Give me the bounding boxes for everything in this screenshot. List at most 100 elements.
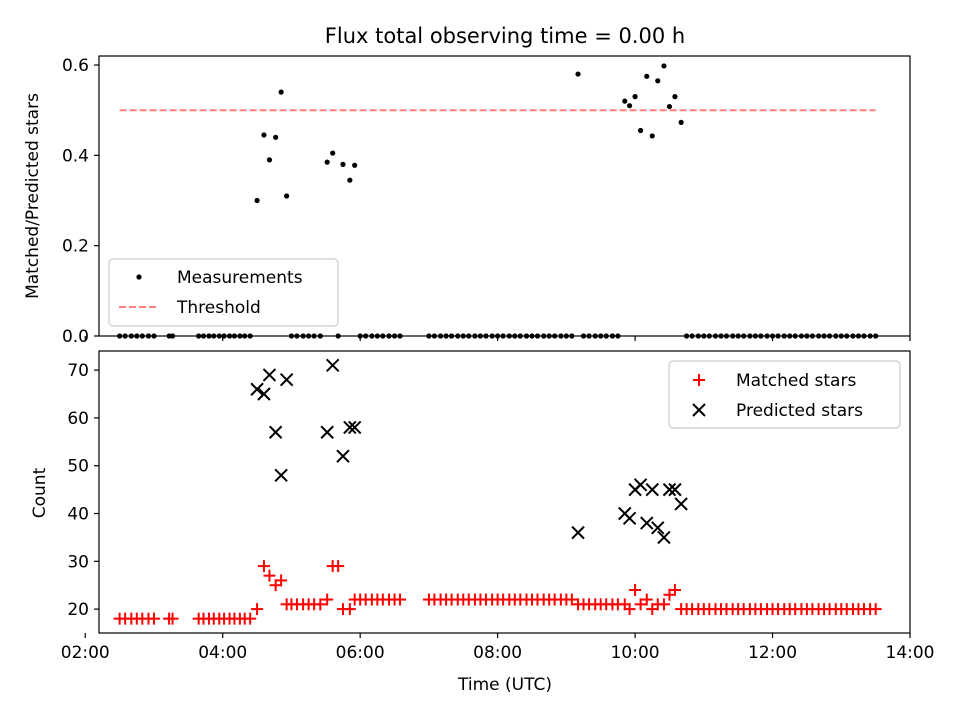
x-tick-label: 08:00 — [473, 643, 522, 663]
measurements-point — [340, 161, 346, 167]
matched-stars-point — [244, 612, 257, 625]
x-tick-label: 12:00 — [748, 643, 797, 663]
y-tick-label: 30 — [67, 552, 89, 572]
bottom-legend: Matched stars Predicted stars — [668, 360, 901, 429]
predicted-stars-point — [674, 497, 688, 511]
measurements-point — [626, 103, 633, 109]
y-tick-label: 0.4 — [62, 146, 89, 166]
measurements-point — [261, 132, 267, 138]
measurements-point — [644, 73, 650, 79]
matched-stars-point — [623, 603, 636, 616]
matched-stars-point — [147, 612, 160, 625]
measurements-point — [678, 119, 684, 125]
predicted-stars-point — [268, 425, 283, 439]
matched-stars-point — [257, 560, 270, 573]
bottom-legend-frame — [668, 360, 901, 429]
predicted-stars-point — [668, 482, 682, 497]
legend-label-threshold: Threshold — [176, 298, 261, 318]
predicted-stars-point — [657, 530, 671, 545]
matched-stars-point — [343, 603, 356, 616]
matched-stars-point — [629, 583, 642, 596]
legend-marker-measurements — [136, 274, 142, 280]
matched-stars-point — [869, 603, 882, 616]
predicted-stars-point — [571, 525, 585, 540]
legend-marker-matched — [693, 374, 705, 386]
legend-marker-predicted — [692, 403, 706, 417]
predicted-stars-point — [622, 511, 637, 525]
y-tick-label: 50 — [67, 457, 89, 477]
bottom-axes: 02:00 04:00 06:00 08:00 10:00 12:00 14:00 20 30 4… — [30, 350, 935, 695]
top-y-axis-label: Matched/Predicted stars — [23, 93, 43, 299]
y-tick-label: 70 — [67, 361, 89, 381]
predicted-stars-point — [262, 368, 277, 382]
y-tick-label: 20 — [67, 600, 89, 620]
y-tick-label: 0.2 — [62, 237, 89, 257]
bottom-y-axis-label: Count — [30, 467, 50, 518]
legend-label-matched: Matched stars — [736, 371, 856, 391]
measurements-point — [347, 177, 353, 183]
y-tick-label: 0.6 — [62, 56, 89, 76]
measurements-point — [284, 193, 290, 199]
predicted-stars-point — [662, 482, 677, 497]
bottom-plot-area — [113, 358, 882, 625]
matched-stars-point — [314, 598, 327, 611]
predicted-stars-point — [257, 387, 271, 401]
measurements-point — [266, 157, 273, 163]
top-axes: 0.0 0.2 0.4 0.6 Matched/Predicted stars Mea… — [23, 55, 911, 347]
measurements-point — [622, 98, 628, 104]
measurements-point — [637, 127, 644, 134]
y-tick-label: 40 — [67, 505, 89, 525]
x-tick-label: 06:00 — [336, 643, 385, 663]
matched-stars-point — [275, 574, 288, 587]
predicted-stars-point — [320, 425, 334, 439]
predicted-stars-point — [325, 358, 340, 373]
predicted-stars-point — [279, 372, 294, 387]
top-legend: Measurements Threshold — [108, 258, 339, 327]
predicted-stars-point — [274, 468, 288, 482]
predicted-stars-point — [651, 521, 665, 535]
measurements-point — [649, 133, 655, 139]
x-tick-label: 10:00 — [611, 643, 660, 663]
top-axes-frame — [98, 55, 911, 337]
predicted-stars-point — [347, 420, 362, 435]
bottom-axes-frame — [98, 350, 911, 634]
bottom-ticks: 02:00 04:00 06:00 08:00 10:00 12:00 14:00 20 30 4… — [61, 361, 935, 663]
legend-label-measurements: Measurements — [177, 268, 303, 288]
predicted-stars-point — [645, 482, 659, 497]
measurements-point — [672, 94, 678, 100]
measurements-point — [666, 103, 673, 110]
matched-stars-point — [668, 583, 681, 596]
measurements-point — [254, 197, 260, 204]
chart-title: Flux total observing time = 0.00 h — [325, 24, 685, 48]
top-legend-frame — [108, 258, 339, 327]
predicted-stars-point — [343, 420, 357, 435]
predicted-stars-point — [336, 449, 350, 463]
predicted-stars-point — [640, 516, 654, 530]
measurements-point — [352, 162, 358, 168]
predicted-stars-point — [250, 382, 264, 396]
y-tick-label: 60 — [67, 409, 89, 429]
matched-stars-point — [321, 593, 334, 606]
legend-label-predicted: Predicted stars — [736, 401, 863, 421]
x-tick-label: 14:00 — [886, 643, 935, 663]
measurements-point — [661, 63, 667, 69]
measurements-point — [273, 134, 279, 140]
x-tick-label: 04:00 — [198, 643, 247, 663]
x-axis-label: Time (UTC) — [457, 675, 552, 695]
predicted-stars-point — [633, 478, 648, 492]
measurements-point — [632, 94, 638, 100]
measurements-point — [575, 71, 581, 77]
x-tick-label: 02:00 — [61, 643, 110, 663]
matched-stars-point — [394, 593, 407, 606]
matched-stars-point — [634, 598, 647, 611]
matched-stars-point — [166, 612, 179, 625]
measurements-point — [324, 159, 330, 165]
measurements-point — [655, 78, 661, 84]
matched-stars-point — [565, 593, 578, 606]
matched-stars-point — [251, 603, 264, 616]
measurements-point — [330, 150, 336, 156]
y-tick-label: 0.0 — [62, 327, 89, 347]
matched-stars-point — [263, 569, 276, 582]
measurements-point — [278, 89, 284, 95]
